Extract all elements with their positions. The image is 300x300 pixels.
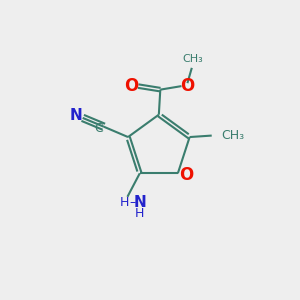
Text: H: H [119, 196, 129, 208]
Text: N: N [134, 195, 146, 210]
Text: O: O [179, 166, 193, 184]
Text: O: O [180, 77, 194, 95]
Text: CH₃: CH₃ [182, 54, 203, 64]
Text: O: O [124, 77, 139, 95]
Text: N: N [70, 108, 83, 123]
Text: CH₃: CH₃ [221, 129, 244, 142]
Text: C: C [94, 122, 103, 135]
Text: H: H [135, 206, 145, 220]
Text: –: – [130, 196, 136, 208]
